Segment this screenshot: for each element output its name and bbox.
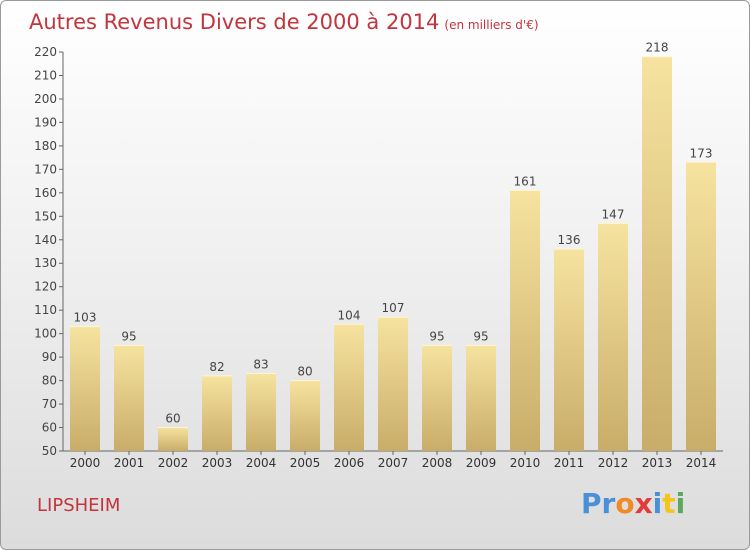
- x-tick-label: 2006: [334, 456, 365, 470]
- data-label: 136: [558, 233, 581, 247]
- proxiti-logo: Proxiti: [581, 487, 685, 520]
- x-tick-label: 2011: [554, 456, 585, 470]
- logo-letter: r: [601, 487, 616, 520]
- bar: [642, 56, 672, 451]
- logo-letter: i: [675, 487, 686, 520]
- x-axis: 2000 2001 2002 2003 2004 2005 2006 2007 2008 2009…: [63, 450, 723, 470]
- logo-letter: t: [662, 487, 676, 520]
- logo-letter: o: [615, 487, 635, 520]
- chart-title-unit: (en milliers d'€): [444, 18, 539, 32]
- y-tick-label: 220: [34, 45, 57, 59]
- x-tick-label: 2013: [642, 456, 673, 470]
- y-tick-label: 170: [34, 162, 57, 176]
- y-tick-label: 80: [42, 374, 57, 388]
- x-tick-label: 2007: [378, 456, 409, 470]
- bar: [554, 249, 584, 451]
- bar: [202, 375, 232, 451]
- bar: [158, 427, 188, 451]
- x-tick-label: 2002: [158, 456, 189, 470]
- y-tick-label: 90: [42, 350, 57, 364]
- logo-letter: x: [634, 487, 653, 520]
- y-tick-label: 150: [34, 209, 57, 223]
- data-label: 60: [165, 412, 180, 426]
- data-label: 82: [209, 360, 224, 374]
- bar: [422, 345, 452, 451]
- data-label: 83: [253, 358, 268, 372]
- logo-letter: i: [652, 487, 663, 520]
- y-tick-label: 130: [34, 256, 57, 270]
- x-tick-label: 2000: [70, 456, 101, 470]
- y-tick-label: 120: [34, 280, 57, 294]
- y-tick-label: 50: [42, 444, 57, 458]
- data-label: 147: [602, 207, 625, 221]
- data-label: 95: [473, 329, 488, 343]
- y-tick-label: 210: [34, 68, 57, 82]
- logo-letter: P: [581, 487, 602, 520]
- x-tick-label: 2005: [290, 456, 321, 470]
- x-tick-label: 2014: [686, 456, 717, 470]
- data-label: 161: [514, 174, 537, 188]
- data-label: 107: [382, 301, 405, 315]
- y-tick-label: 160: [34, 186, 57, 200]
- x-tick-label: 2004: [246, 456, 277, 470]
- chart-title-text: Autres Revenus Divers de 2000 à 2014: [29, 10, 440, 34]
- bar: [466, 345, 496, 451]
- bar: [510, 190, 540, 451]
- bar: [290, 380, 320, 451]
- y-tick-label: 200: [34, 92, 57, 106]
- bar: [114, 345, 144, 451]
- y-tick-label: 190: [34, 115, 57, 129]
- region-name: LIPSHEIM: [37, 495, 121, 516]
- x-tick-label: 2003: [202, 456, 233, 470]
- data-label: 103: [74, 311, 97, 325]
- x-tick-label: 2010: [510, 456, 541, 470]
- y-tick-label: 180: [34, 139, 57, 153]
- bar: [246, 373, 276, 451]
- y-tick-label: 140: [34, 233, 57, 247]
- chart-title: Autres Revenus Divers de 2000 à 2014 (en …: [29, 10, 539, 34]
- x-tick-label: 2008: [422, 456, 453, 470]
- bar: [598, 223, 628, 451]
- x-tick-label: 2009: [466, 456, 497, 470]
- data-label: 80: [297, 365, 312, 379]
- y-tick-label: 70: [42, 397, 57, 411]
- y-tick-label: 100: [34, 327, 57, 341]
- y-tick-label: 110: [34, 303, 57, 317]
- data-label: 95: [121, 329, 136, 343]
- y-tick-label: 60: [42, 421, 57, 435]
- bar: [686, 162, 716, 451]
- data-label: 173: [690, 146, 713, 160]
- data-label: 95: [429, 329, 444, 343]
- y-axis: 50 60 70 80 90 100 110 120 130 140 150 160 170 180 190…: [34, 45, 64, 458]
- bar: [70, 326, 100, 451]
- data-label: 104: [338, 308, 361, 322]
- bar-series: 103 95 60 82 83 80 104 107 95 95 161 136 147 218 173: [70, 41, 716, 451]
- bar: [378, 317, 408, 451]
- bar: [334, 324, 364, 451]
- x-tick-label: 2001: [114, 456, 145, 470]
- x-tick-label: 2012: [598, 456, 629, 470]
- data-label: 218: [646, 41, 669, 55]
